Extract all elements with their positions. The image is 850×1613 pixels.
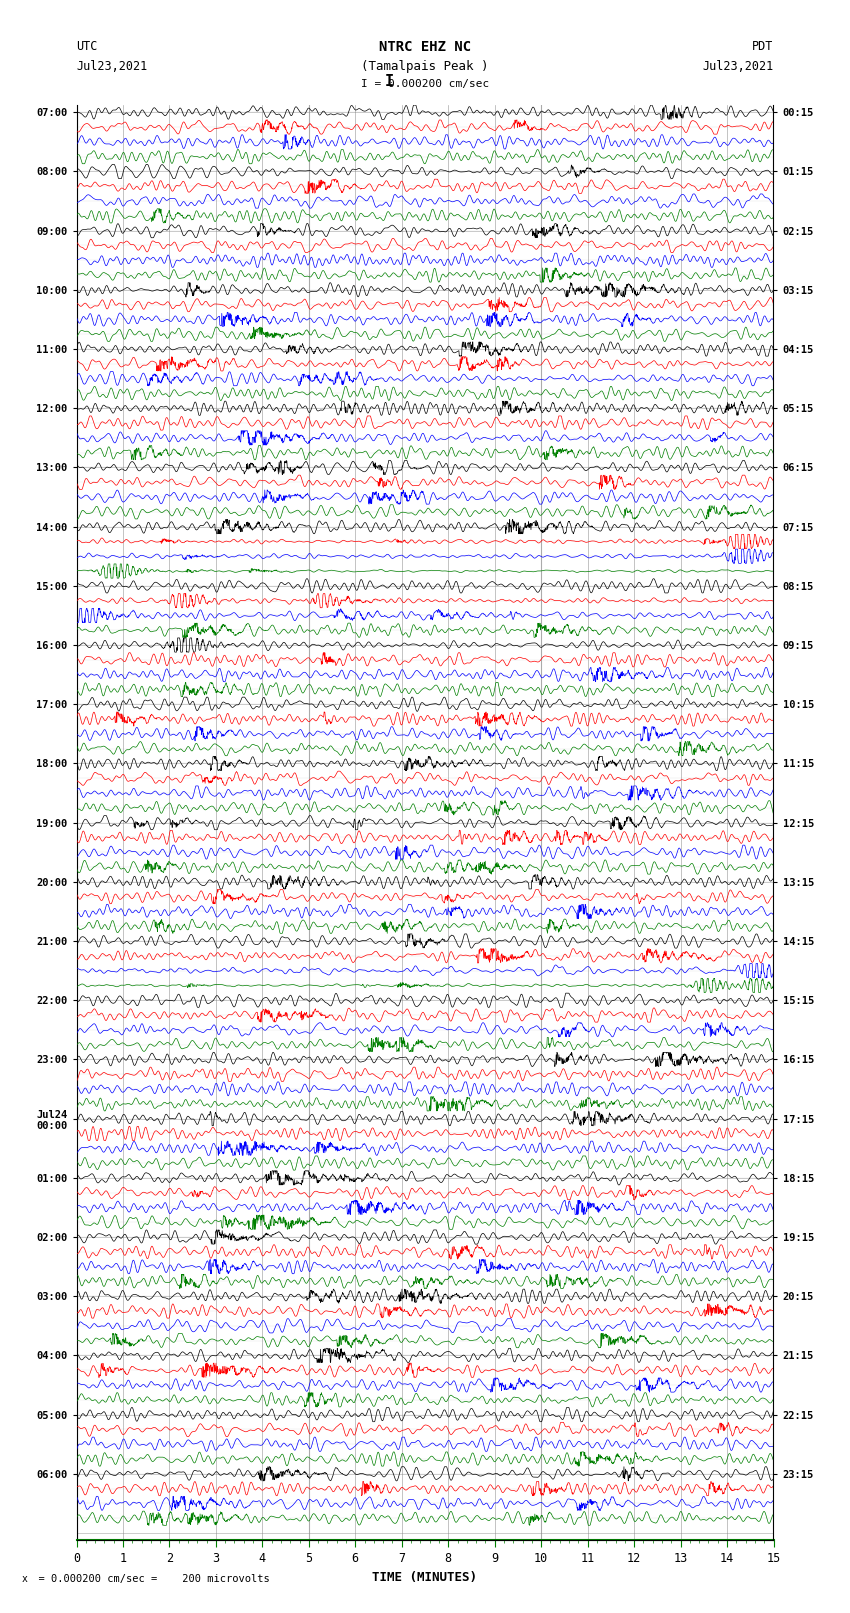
Text: (Tamalpais Peak ): (Tamalpais Peak ) (361, 60, 489, 73)
Text: NTRC EHZ NC: NTRC EHZ NC (379, 40, 471, 55)
Text: Jul23,2021: Jul23,2021 (76, 60, 148, 73)
Text: = 0.000200 cm/sec =    200 microvolts: = 0.000200 cm/sec = 200 microvolts (26, 1574, 269, 1584)
Text: I = 0.000200 cm/sec: I = 0.000200 cm/sec (361, 79, 489, 89)
X-axis label: TIME (MINUTES): TIME (MINUTES) (372, 1571, 478, 1584)
Text: Jul23,2021: Jul23,2021 (702, 60, 774, 73)
Text: UTC: UTC (76, 40, 98, 53)
Text: x: x (21, 1574, 27, 1584)
Text: PDT: PDT (752, 40, 774, 53)
Text: I: I (385, 74, 394, 89)
